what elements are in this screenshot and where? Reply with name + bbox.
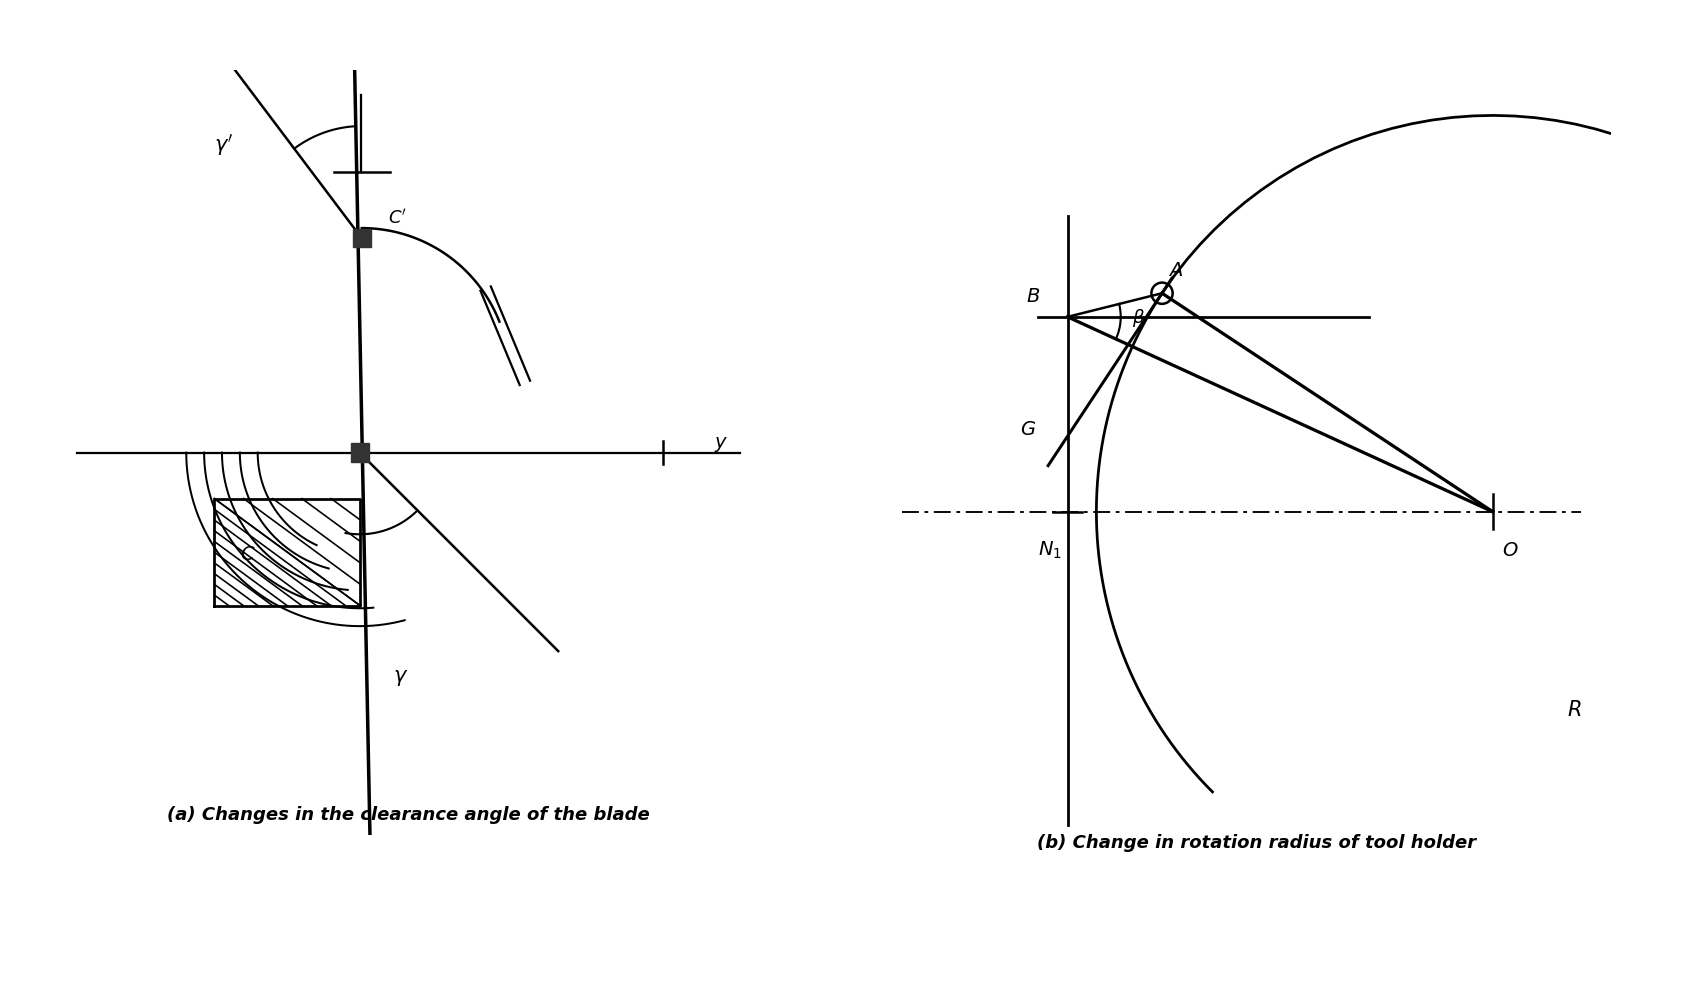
Text: (b) Change in rotation radius of tool holder: (b) Change in rotation radius of tool ho… xyxy=(1038,834,1476,852)
Text: $R$: $R$ xyxy=(1567,701,1582,720)
Text: $\beta$: $\beta$ xyxy=(1133,307,1145,329)
Text: $\gamma$: $\gamma$ xyxy=(393,668,408,688)
Text: $C$: $C$ xyxy=(240,545,255,564)
Polygon shape xyxy=(352,229,371,248)
Text: $B$: $B$ xyxy=(1026,287,1041,306)
Polygon shape xyxy=(350,444,369,461)
Text: $N_1$: $N_1$ xyxy=(1038,540,1061,561)
Text: $C'$: $C'$ xyxy=(388,208,407,227)
Text: (a) Changes in the clearance angle of the blade: (a) Changes in the clearance angle of th… xyxy=(167,806,650,824)
Text: $A$: $A$ xyxy=(1169,261,1182,279)
Text: $O$: $O$ xyxy=(1502,541,1517,560)
Text: $y$: $y$ xyxy=(714,435,728,454)
Text: $\gamma'$: $\gamma'$ xyxy=(214,132,233,158)
Text: $G$: $G$ xyxy=(1021,420,1036,439)
